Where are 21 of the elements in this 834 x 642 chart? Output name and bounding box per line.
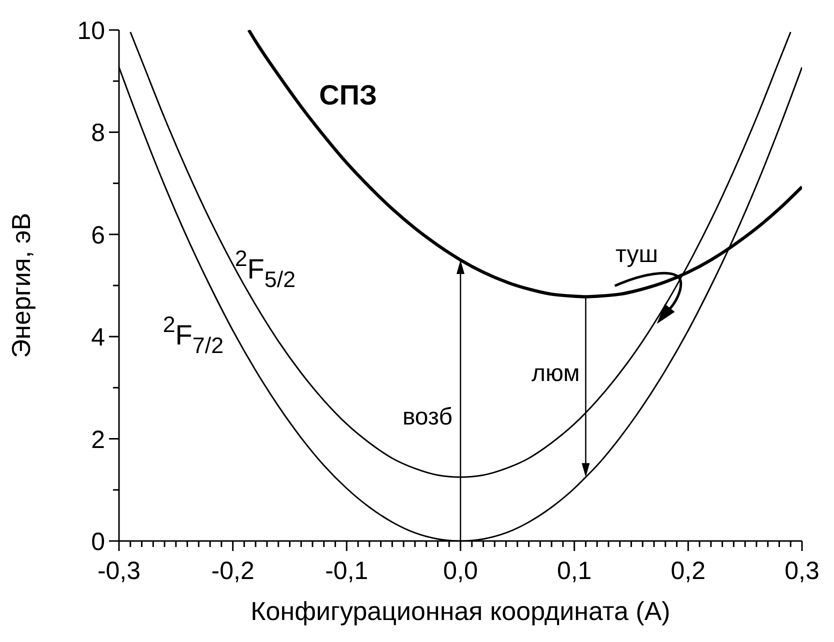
series-label: СПЗ xyxy=(319,80,378,111)
x-tick-label: -0,1 xyxy=(325,557,368,585)
x-tick-label: 0,2 xyxy=(670,557,706,585)
y-tick-label: 8 xyxy=(91,119,105,148)
y-tick-label: 2 xyxy=(91,426,105,454)
x-tick-label: 0,1 xyxy=(556,557,592,585)
annotation: туш xyxy=(616,240,658,268)
y-tick-label: 4 xyxy=(91,324,106,352)
series-label: $^{2}$F$_{5/2}$ xyxy=(234,246,296,292)
series-label: $^{2}$F$_{7/2}$ xyxy=(162,312,224,358)
x-tick-label: -0,3 xyxy=(97,557,141,585)
y-tick-label: 6 xyxy=(91,221,105,250)
annotation: люм xyxy=(531,360,580,387)
y-tick-label: 0 xyxy=(91,528,105,556)
x-tick-label: 0,0 xyxy=(443,557,478,585)
y-axis-title: Энергия, эВ xyxy=(6,212,36,358)
x-axis-title: Конфигурационная координата (А) xyxy=(250,596,670,626)
y-tick-label: 10 xyxy=(77,17,105,45)
x-tick-label: -0,2 xyxy=(211,557,254,585)
annotation: возб xyxy=(402,403,452,430)
x-tick-label: 0,3 xyxy=(784,557,820,585)
